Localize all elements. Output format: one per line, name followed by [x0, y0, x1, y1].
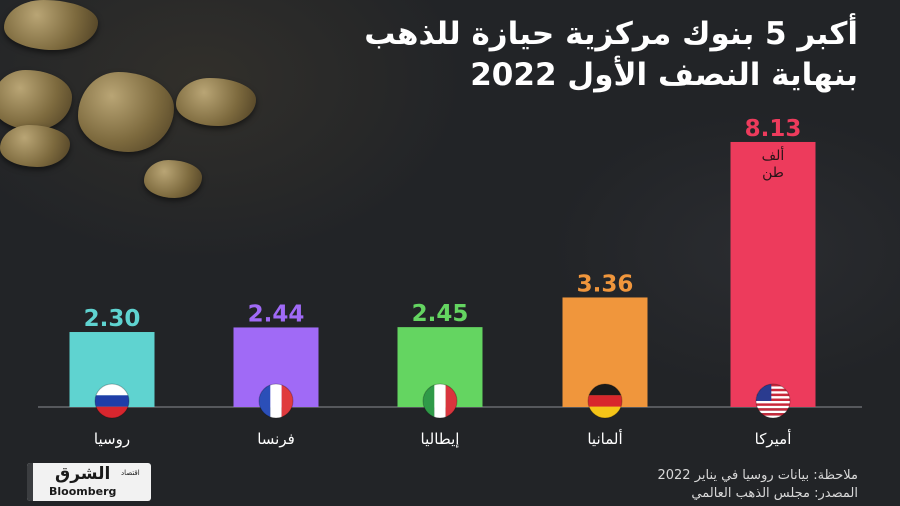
flag-stripe	[95, 395, 129, 407]
asharq-bloomberg-logo: الشرق اقتصاد Bloomberg	[27, 463, 151, 501]
category-label: إيطاليا	[421, 430, 460, 448]
data-label: 2.44	[248, 301, 305, 327]
france-flag-icon	[259, 384, 293, 418]
logo-small-text: اقتصاد	[121, 469, 140, 477]
flag-stripe	[756, 401, 790, 404]
italy-flag-icon	[423, 384, 457, 418]
flag-stripe	[756, 415, 790, 418]
flag-outline	[755, 383, 791, 419]
logo-accent	[27, 463, 33, 501]
flag-stripe	[588, 395, 622, 407]
logo-english-text: Bloomberg	[49, 485, 117, 498]
chart-title: أكبر 5 بنوك مركزية حيازة للذهب بنهاية ال…	[298, 14, 858, 96]
flag-outline	[587, 383, 623, 419]
flag-stripe	[423, 384, 435, 418]
flag-stripe	[259, 384, 271, 418]
flag-stripe	[756, 391, 790, 394]
title-line-2: بنهاية النصف الأول 2022	[470, 57, 858, 93]
gold-nugget-image	[0, 125, 70, 167]
flag-outline	[94, 383, 130, 419]
flag-stripe	[281, 384, 293, 418]
data-label: 8.13	[745, 116, 802, 142]
flag-stripe	[434, 384, 446, 418]
flag-stripe	[95, 384, 129, 396]
flag-stripe	[756, 388, 790, 392]
flag-outline	[422, 383, 458, 419]
gold-nugget-image	[0, 70, 72, 130]
gold-nugget-image	[176, 78, 256, 126]
flag-stripe	[756, 408, 790, 411]
flag-stripe	[445, 384, 457, 418]
footer: ملاحظة: بيانات روسيا في يناير 2022 المصد…	[657, 467, 858, 503]
category-label: روسيا	[94, 430, 130, 448]
category-label: فرنسا	[257, 430, 295, 448]
flag-outline	[258, 383, 294, 419]
flag-stripe	[270, 384, 282, 418]
title-line-1: أكبر 5 بنوك مركزية حيازة للذهب	[364, 16, 858, 52]
flag-stripe	[756, 396, 790, 399]
data-label: 2.45	[412, 301, 469, 327]
russia-flag-icon	[95, 384, 129, 418]
usa-flag-icon	[756, 384, 790, 418]
flag-stripe	[756, 403, 790, 406]
unit-label: ألف	[762, 146, 785, 164]
flag-stripe	[95, 406, 129, 418]
bar	[730, 141, 816, 407]
unit-label: طن	[762, 165, 784, 181]
gold-nugget-image	[4, 0, 98, 50]
logo-arabic-text: الشرق	[55, 464, 111, 484]
germany-flag-icon	[588, 384, 622, 418]
gold-nugget-image	[144, 160, 202, 198]
flag-stripe	[756, 384, 790, 387]
flag-stripe	[756, 393, 790, 397]
flag-stripe	[588, 384, 622, 396]
flag-stripe	[756, 413, 790, 416]
flag-stripe	[756, 386, 790, 389]
flag-stripe	[756, 398, 790, 401]
flag-stripe	[756, 405, 790, 409]
gold-nugget-image	[78, 72, 174, 152]
data-label: 2.30	[84, 306, 141, 332]
flag-stripe	[756, 410, 790, 414]
category-label: أميركا	[755, 429, 792, 448]
flag-stripe	[588, 406, 622, 418]
data-label: 3.36	[577, 271, 634, 297]
category-label: ألمانيا	[587, 429, 622, 448]
footer-note: ملاحظة: بيانات روسيا في يناير 2022	[657, 468, 858, 483]
footer-source: المصدر: مجلس الذهب العالمي	[691, 486, 858, 501]
